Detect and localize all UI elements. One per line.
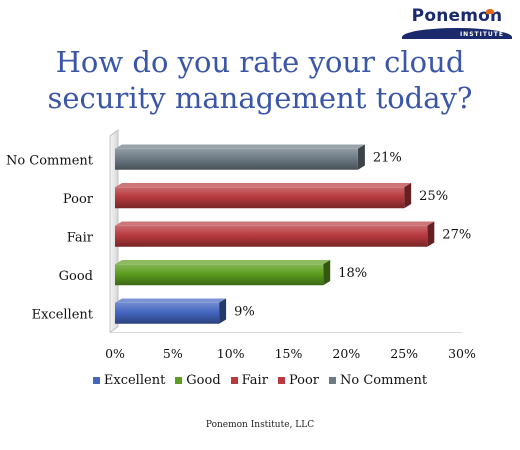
bar-top-face xyxy=(115,144,365,149)
logo-subtitle: INSTITUTE xyxy=(402,28,512,39)
legend-swatch xyxy=(92,376,100,384)
category-label: Fair xyxy=(67,230,94,245)
data-labels: 21% 25% 27% 18% 9% xyxy=(234,150,471,319)
category-label: No Comment xyxy=(6,153,94,168)
bar-front-face xyxy=(115,148,358,170)
legend-swatch xyxy=(277,376,285,384)
bar-top-face xyxy=(115,183,412,188)
bar-front-face xyxy=(115,225,428,247)
x-tick-label: 20% xyxy=(332,346,360,361)
x-tick-label: 30% xyxy=(448,346,476,361)
category-label: Poor xyxy=(63,192,94,207)
legend-item: Excellent xyxy=(92,371,166,389)
bar-front-face xyxy=(115,264,324,286)
legend-label: No Comment xyxy=(340,372,428,388)
logo-dot-icon xyxy=(486,9,494,14)
legend-label: Good xyxy=(186,372,221,388)
legend-item: Poor xyxy=(277,371,320,389)
data-label: 25% xyxy=(419,189,448,204)
category-labels: No Comment Poor Fair Good Excellent xyxy=(6,153,94,322)
bar-front-face xyxy=(115,302,220,324)
ponemon-logo: Ponemon INSTITUTE xyxy=(398,6,516,54)
x-tick-label: 25% xyxy=(390,346,418,361)
legend-label: Excellent xyxy=(103,372,166,388)
bar-group xyxy=(115,144,435,324)
logo-wordmark: Ponemon xyxy=(411,6,503,26)
bar-end-face xyxy=(323,260,331,286)
bar-end-face xyxy=(219,298,227,324)
bar-front-face xyxy=(115,187,405,209)
x-tick-label: 15% xyxy=(275,346,303,361)
bar-top-face xyxy=(115,298,227,303)
legend-item: Good xyxy=(175,371,221,389)
data-label: 9% xyxy=(234,304,255,319)
bar-end-face xyxy=(357,144,365,170)
category-label: Excellent xyxy=(32,307,94,322)
bar-top-face xyxy=(115,221,435,226)
legend-swatch xyxy=(329,376,337,384)
x-tick-label: 0% xyxy=(105,346,125,361)
bar-no-comment xyxy=(115,144,365,170)
x-tick-label: 5% xyxy=(163,346,183,361)
bar-excellent xyxy=(115,298,227,324)
legend-label: Fair xyxy=(241,372,268,388)
category-label: Good xyxy=(59,269,93,284)
bar-chart: No Comment Poor Fair Good Excellent 0% 5% 10% 1… xyxy=(6,129,476,361)
legend-swatch xyxy=(175,376,183,384)
footer-credit: Ponemon Institute, LLC xyxy=(205,420,315,430)
data-label: 18% xyxy=(338,266,367,281)
legend-item: No Comment xyxy=(329,371,427,389)
x-tick-label: 10% xyxy=(217,346,245,361)
bar-fair xyxy=(115,221,435,247)
legend-item: Fair xyxy=(230,371,268,389)
x-axis-ticks: 0% 5% 10% 15% 20% 25% 30% xyxy=(105,346,476,361)
bar-poor xyxy=(115,183,412,209)
chart-title: How do you rate your cloud security mana… xyxy=(47,45,473,115)
data-label: 21% xyxy=(373,150,402,165)
bar-good xyxy=(115,260,331,286)
bar-top-face xyxy=(115,260,331,265)
legend-swatch xyxy=(230,376,238,384)
legend-label: Poor xyxy=(288,372,320,388)
legend: Excellent Good Fair Poor No Comment xyxy=(0,371,520,389)
bar-end-face xyxy=(404,183,412,209)
data-label: 27% xyxy=(442,227,471,242)
bar-end-face xyxy=(427,221,435,247)
